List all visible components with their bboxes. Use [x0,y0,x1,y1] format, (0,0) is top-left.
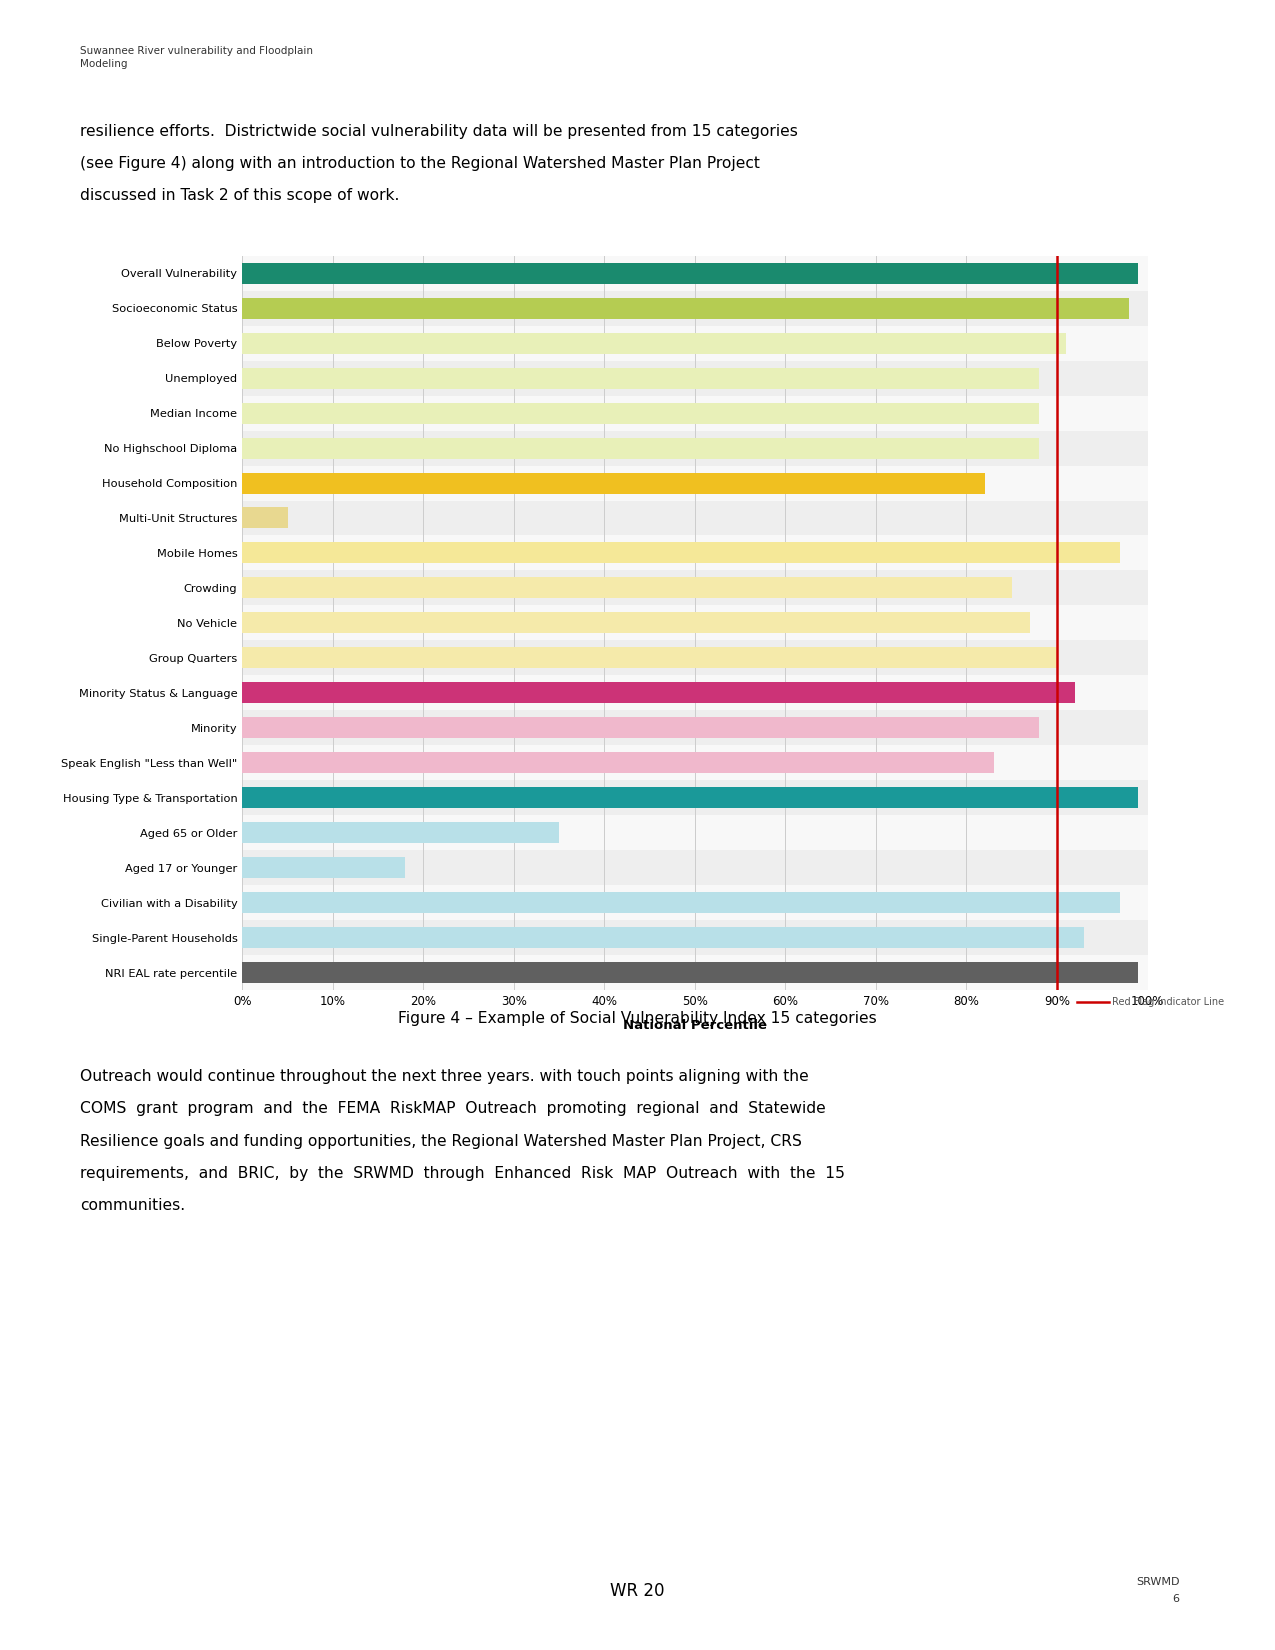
Bar [242,955,1148,990]
Bar [242,647,1057,668]
Text: COMS  grant  program  and  the  FEMA  RiskMAP  Outreach  promoting  regional  an: COMS grant program and the FEMA RiskMAP … [80,1102,826,1117]
Bar [242,893,1121,912]
Text: 6: 6 [1173,1594,1179,1604]
Bar [242,787,1139,808]
Text: Figure 4 – Example of Social Vulnerability Index 15 categories: Figure 4 – Example of Social Vulnerabili… [398,1011,877,1026]
Bar [242,368,1039,389]
X-axis label: National Percentile: National Percentile [623,1020,766,1031]
Bar [242,921,1148,955]
Bar [242,612,1030,634]
Text: Modeling: Modeling [80,59,128,69]
Bar [242,578,1012,599]
Text: requirements,  and  BRIC,  by  the  SRWMD  through  Enhanced  Risk  MAP  Outreac: requirements, and BRIC, by the SRWMD thr… [80,1165,845,1181]
Bar [242,508,287,528]
Bar [242,431,1148,465]
Bar [242,543,1121,563]
Bar [242,606,1148,640]
Text: communities.: communities. [80,1198,185,1213]
Bar [242,472,984,493]
Bar [242,822,560,843]
Bar [242,675,1148,710]
Bar [242,500,1148,536]
Bar [242,962,1139,983]
Bar [242,403,1039,424]
Text: Suwannee River vulnerability and Floodplain: Suwannee River vulnerability and Floodpl… [80,46,314,56]
Bar [242,536,1148,571]
Bar [242,437,1039,459]
Bar [242,396,1148,431]
Bar [242,256,1148,290]
Text: Outreach would continue throughout the next three years. with touch points align: Outreach would continue throughout the n… [80,1069,810,1084]
Bar [242,850,1148,884]
Bar [242,683,1075,703]
Bar [242,856,405,878]
Text: WR 20: WR 20 [611,1582,664,1600]
Bar [242,815,1148,850]
Bar [242,780,1148,815]
Text: SRWMD: SRWMD [1136,1577,1179,1587]
Bar [242,710,1148,746]
Bar [242,718,1039,738]
Text: discussed in Task 2 of this scope of work.: discussed in Task 2 of this scope of wor… [80,188,399,203]
Bar [242,262,1139,284]
Text: Resilience goals and funding opportunities, the Regional Watershed Master Plan P: Resilience goals and funding opportuniti… [80,1134,802,1148]
Bar [242,571,1148,606]
Bar [242,465,1148,500]
Text: (see Figure 4) along with an introduction to the Regional Watershed Master Plan : (see Figure 4) along with an introductio… [80,157,760,172]
Text: Red Flag Indicator Line: Red Flag Indicator Line [1112,997,1224,1006]
Bar [242,927,1084,949]
Bar [242,746,1148,780]
Bar [242,361,1148,396]
Bar [242,640,1148,675]
Text: resilience efforts.  Districtwide social vulnerability data will be presented fr: resilience efforts. Districtwide social … [80,124,798,139]
Bar [242,297,1130,318]
Bar [242,752,993,774]
Bar [242,325,1148,361]
Bar [242,290,1148,325]
Bar [242,884,1148,921]
Bar [242,333,1066,353]
